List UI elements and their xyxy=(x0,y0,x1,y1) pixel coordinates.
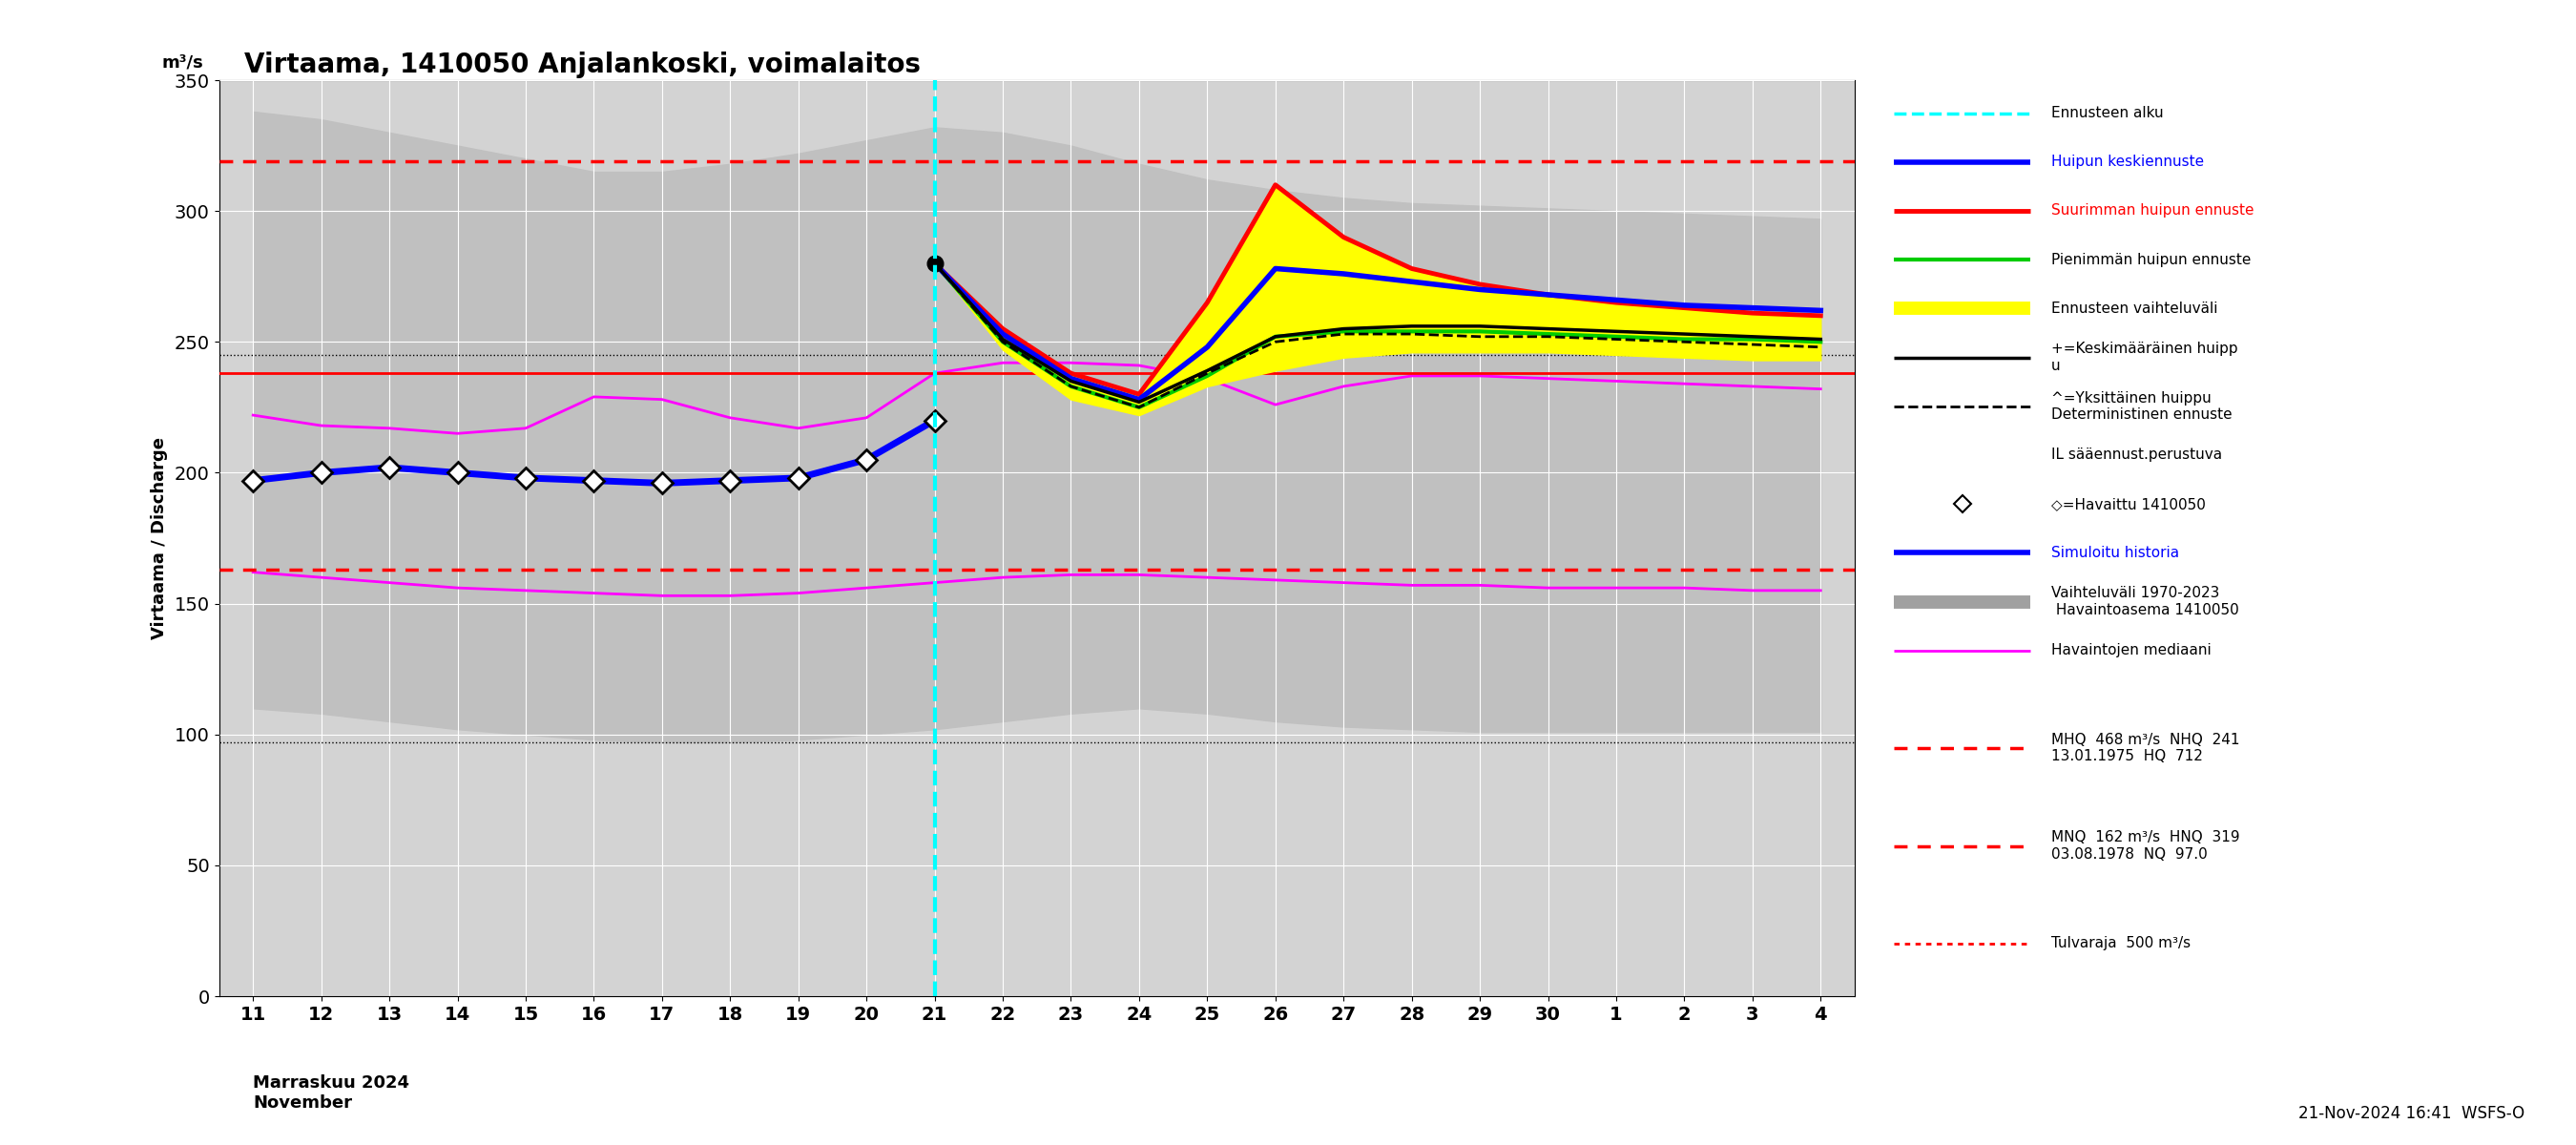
Text: Vaihteluväli 1970-2023
 Havaintoasema 1410050: Vaihteluväli 1970-2023 Havaintoasema 141… xyxy=(2050,586,2239,617)
Text: IL sääennust.perustuva: IL sääennust.perustuva xyxy=(2050,448,2223,463)
Text: Pienimmän huipun ennuste: Pienimmän huipun ennuste xyxy=(2050,253,2251,267)
Text: Havaintojen mediaani: Havaintojen mediaani xyxy=(2050,643,2210,657)
Text: MNQ  162 m³/s  HNQ  319
03.08.1978  NQ  97.0: MNQ 162 m³/s HNQ 319 03.08.1978 NQ 97.0 xyxy=(2050,830,2239,861)
Text: m³/s: m³/s xyxy=(162,54,204,71)
Text: Huipun keskiennuste: Huipun keskiennuste xyxy=(2050,155,2205,169)
Text: Tulvaraja  500 m³/s: Tulvaraja 500 m³/s xyxy=(2050,937,2190,950)
Text: +=Keskimääräinen huipp
u: +=Keskimääräinen huipp u xyxy=(2050,342,2239,373)
Y-axis label: Virtaama / Discharge: Virtaama / Discharge xyxy=(149,437,167,639)
Text: Suurimman huipun ennuste: Suurimman huipun ennuste xyxy=(2050,204,2254,218)
Text: ◇=Havaittu 1410050: ◇=Havaittu 1410050 xyxy=(2050,497,2205,511)
Text: Marraskuu 2024
November: Marraskuu 2024 November xyxy=(252,1075,410,1112)
Text: Virtaama, 1410050 Anjalankoski, voimalaitos: Virtaama, 1410050 Anjalankoski, voimalai… xyxy=(245,52,922,78)
Text: Ennusteen alku: Ennusteen alku xyxy=(2050,106,2164,120)
Text: 21-Nov-2024 16:41  WSFS-O: 21-Nov-2024 16:41 WSFS-O xyxy=(2298,1105,2524,1122)
Text: Simuloitu historia: Simuloitu historia xyxy=(2050,546,2179,560)
Text: MHQ  468 m³/s  NHQ  241
13.01.1975  HQ  712: MHQ 468 m³/s NHQ 241 13.01.1975 HQ 712 xyxy=(2050,733,2239,764)
Text: ^=Yksittäinen huippu
Deterministinen ennuste: ^=Yksittäinen huippu Deterministinen enn… xyxy=(2050,390,2231,421)
Text: Ennusteen vaihteluväli: Ennusteen vaihteluväli xyxy=(2050,301,2218,316)
